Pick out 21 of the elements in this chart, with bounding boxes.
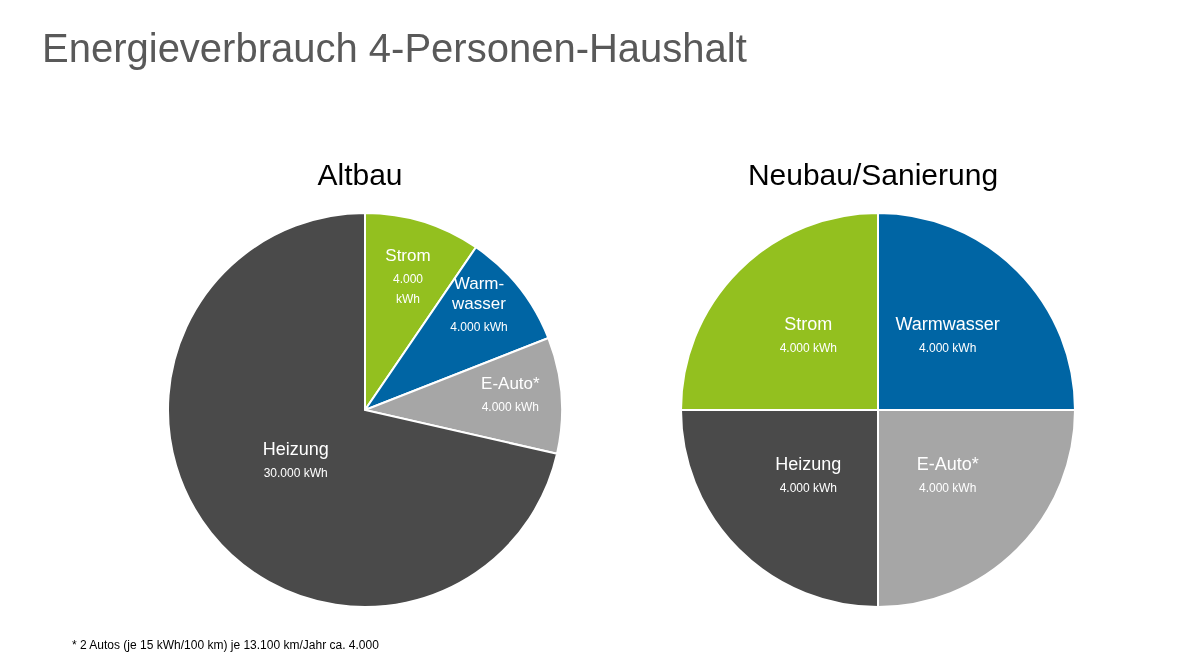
slice-label: E-Auto* xyxy=(481,374,541,394)
data-label: 4.000 kWh xyxy=(918,480,977,495)
chart-title: Altbau xyxy=(316,158,404,192)
chart-title: Neubau/Sanierung xyxy=(746,158,1000,192)
data-label: 30.000 kWh xyxy=(263,466,328,481)
data-label: 4.000 kWh xyxy=(481,400,540,415)
slice-label: Strom xyxy=(385,245,431,265)
slice-label: Heizung xyxy=(262,439,329,460)
data-label: 4.000 kWh xyxy=(779,341,838,356)
text: Energieverbrauch 4-Personen-Haushalt xyxy=(42,26,747,71)
slice-label: E-Auto* xyxy=(916,453,979,474)
pie-slice xyxy=(167,212,559,608)
data-label: 4.000 kWh xyxy=(918,341,977,356)
data-label: 4.000 kWh xyxy=(392,271,424,306)
text: * 2 Autos (je 15 kWh/100 km) je 13.100 km/Jahr ca. 4.000 xyxy=(72,638,379,652)
slice-label: Warmwasser xyxy=(895,314,1000,335)
data-label: 4.000 kWh xyxy=(779,480,838,495)
slice-label: Heizung xyxy=(775,453,842,474)
data-label: 4.000 kWh xyxy=(450,320,508,335)
slice-label: Strom xyxy=(784,314,833,335)
slice-label: Warm-wasser xyxy=(451,274,507,314)
